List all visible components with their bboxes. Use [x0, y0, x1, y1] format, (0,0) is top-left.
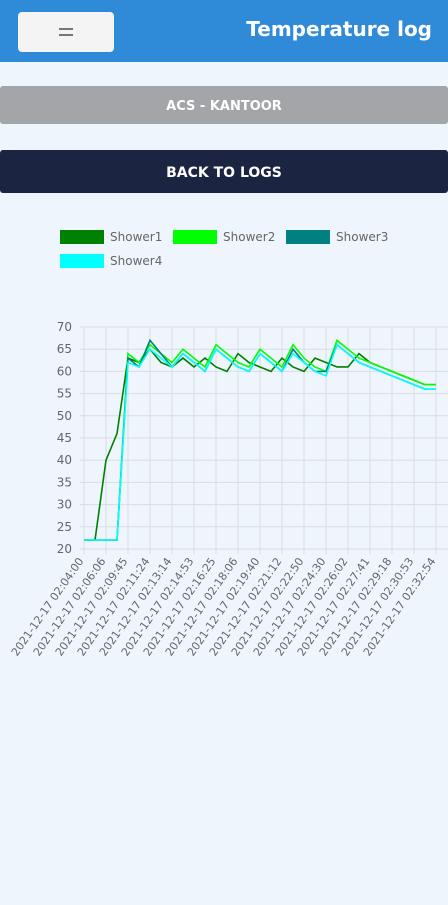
y-tick-label: 50: [57, 409, 72, 423]
legend-label: Shower4: [110, 254, 162, 268]
legend-swatch: [60, 254, 104, 268]
y-tick-label: 70: [57, 320, 72, 334]
legend-label: Shower3: [336, 230, 388, 244]
header-title: Temperature log: [246, 17, 432, 41]
series-line: [84, 343, 436, 541]
y-tick-label: 30: [57, 498, 72, 512]
menu-button[interactable]: [18, 12, 114, 52]
back-button[interactable]: [0, 150, 448, 193]
y-tick-label: 55: [57, 387, 72, 401]
location-label: ACS - KANTOOR: [166, 99, 282, 114]
legend-swatch: [173, 230, 217, 244]
y-tick-label: 60: [57, 364, 72, 378]
y-tick-label: 35: [57, 475, 72, 489]
legend-label: Shower1: [110, 230, 162, 244]
chart: Shower1 Shower2 Shower3 Shower4 20 25 30 35 40 45…: [9, 230, 448, 658]
legend-swatch: [286, 230, 330, 244]
y-tick-label: 40: [57, 453, 72, 467]
y-tick-label: 65: [57, 342, 72, 356]
legend-swatch: [60, 230, 104, 244]
legend-label: Shower2: [223, 230, 275, 244]
y-tick-label: 20: [57, 542, 72, 556]
location-bar: [0, 86, 448, 124]
y-tick-label: 45: [57, 431, 72, 445]
back-button-label: BACK TO LOGS: [166, 165, 282, 181]
y-tick-label: 25: [57, 520, 72, 534]
